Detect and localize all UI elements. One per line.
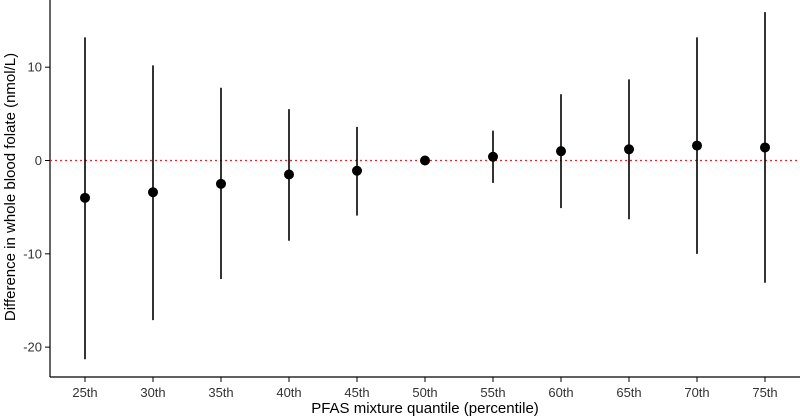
- data-point: [556, 146, 566, 157]
- data-point: [352, 165, 362, 176]
- data-point: [148, 187, 158, 198]
- x-tick-label: 65th: [616, 385, 641, 400]
- x-tick-label: 70th: [684, 385, 709, 400]
- x-tick-label: 30th: [140, 385, 165, 400]
- y-tick-label: -20: [23, 340, 42, 355]
- x-tick-label: 75th: [752, 385, 777, 400]
- x-tick-label: 45th: [344, 385, 369, 400]
- x-tick-label: 50th: [412, 385, 437, 400]
- x-tick-label: 25th: [72, 385, 97, 400]
- error-bars: [84, 12, 766, 360]
- x-tick-label: 35th: [208, 385, 233, 400]
- y-ticks: -20 -10 0 10: [23, 60, 50, 355]
- y-tick-label: 10: [28, 60, 42, 75]
- y-tick-label: 0: [35, 153, 42, 168]
- data-point: [284, 169, 294, 180]
- data-point: [760, 142, 770, 153]
- data-point: [216, 178, 226, 189]
- data-point: [624, 144, 634, 155]
- data-point: [420, 155, 430, 166]
- x-axis-title: PFAS mixture quantile (percentile): [311, 400, 539, 417]
- data-point: [692, 140, 702, 151]
- data-point: [488, 151, 498, 162]
- y-tick-label: -10: [23, 246, 42, 261]
- data-point: [80, 192, 90, 203]
- x-tick-label: 40th: [276, 385, 301, 400]
- x-tick-label: 60th: [548, 385, 573, 400]
- x-ticks: 25th 30th 35th 40th 45th 50th 55th 60th 65th 70th…: [72, 377, 778, 400]
- points: [80, 140, 770, 203]
- y-axis-title: Difference in whole blood folate (nmol/L…: [2, 53, 19, 321]
- x-tick-label: 55th: [480, 385, 505, 400]
